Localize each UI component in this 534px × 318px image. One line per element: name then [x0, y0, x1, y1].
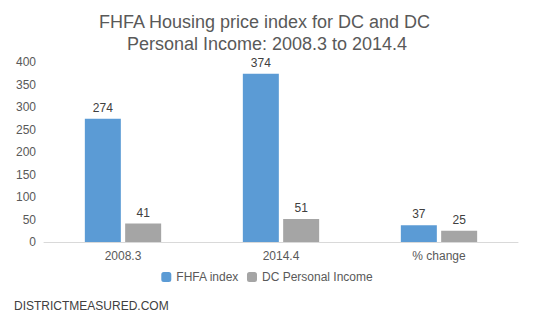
svg-text:374: 374 — [251, 56, 271, 70]
svg-text:0: 0 — [29, 235, 36, 249]
svg-text:350: 350 — [16, 78, 36, 92]
svg-text:% change: % change — [412, 249, 466, 263]
svg-text:FHFA index: FHFA index — [176, 270, 238, 284]
svg-text:FHFA Housing price index for D: FHFA Housing price index for DC and DC — [99, 12, 435, 32]
svg-text:51: 51 — [294, 201, 308, 215]
svg-text:41: 41 — [136, 206, 150, 220]
svg-text:2014.4: 2014.4 — [263, 249, 300, 263]
svg-text:274: 274 — [93, 101, 113, 115]
svg-text:Personal Income: 2008.3 to 201: Personal Income: 2008.3 to 2014.4 — [127, 34, 407, 54]
svg-text:150: 150 — [16, 168, 36, 182]
svg-text:400: 400 — [16, 55, 36, 69]
svg-text:50: 50 — [23, 213, 37, 227]
svg-text:250: 250 — [16, 123, 36, 137]
svg-text:200: 200 — [16, 145, 36, 159]
svg-text:DISTRICTMEASURED.COM: DISTRICTMEASURED.COM — [14, 299, 169, 313]
svg-text:100: 100 — [16, 190, 36, 204]
svg-text:DC Personal Income: DC Personal Income — [262, 270, 373, 284]
svg-text:2008.3: 2008.3 — [105, 249, 142, 263]
svg-text:37: 37 — [412, 207, 426, 221]
svg-text:25: 25 — [452, 213, 466, 227]
svg-text:300: 300 — [16, 100, 36, 114]
